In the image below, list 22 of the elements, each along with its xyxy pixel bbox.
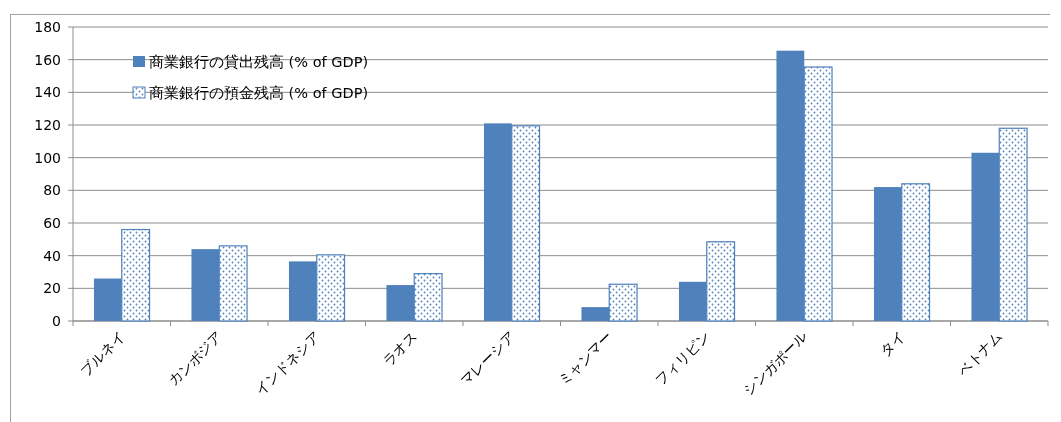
y-tick-label: 80 [43,182,61,199]
legend-label: 商業銀行の貸出残高 (% of GDP) [149,54,369,70]
legend-label: 商業銀行の預金残高 (% of GDP) [149,85,369,101]
x-tick-label: インドネシア [252,327,323,399]
x-tick-label: ブルネイ [76,327,128,379]
x-tick-label: カンボジア [164,327,226,389]
x-tick-label: シンガポール [739,327,811,399]
y-tick-label: 160 [34,51,61,68]
x-tick-label: ベトナム [954,327,1006,379]
x-tick-label: ラオス [379,327,421,369]
y-tick-label: 120 [34,117,61,133]
y-tick-label: 0 [52,313,61,329]
y-tick-label: 140 [34,84,61,101]
x-tick-label: マレーシア [457,327,518,389]
x-tick-label: ミャンマー [554,327,616,389]
y-tick-label: 100 [34,149,61,166]
x-tick-label: フィリピン [652,327,713,389]
y-tick-label: 40 [43,247,61,264]
y-tick-label: 20 [43,280,61,297]
x-tick-label: タイ [876,327,908,359]
y-tick-label: 180 [34,19,61,35]
y-tick-label: 60 [43,215,61,231]
